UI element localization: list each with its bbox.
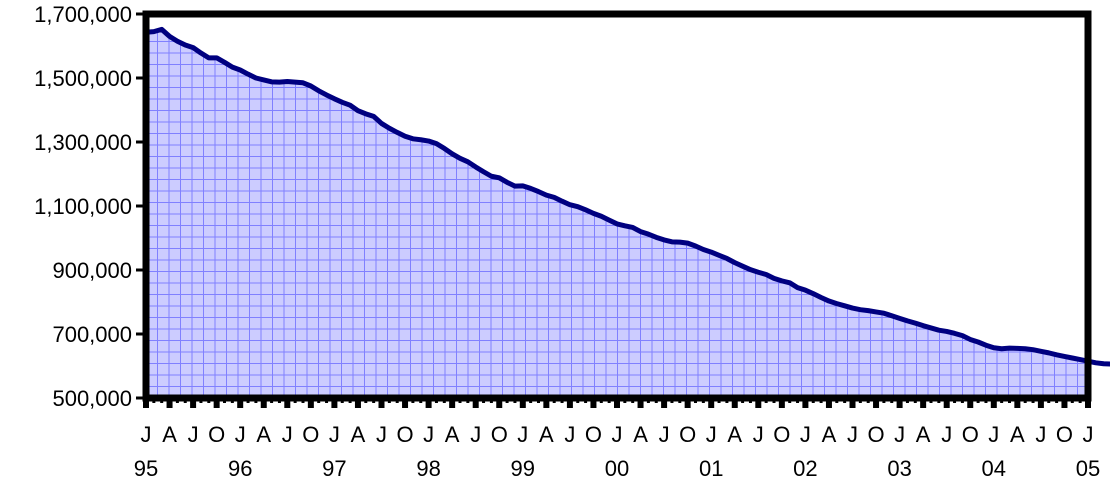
series-line [145, 26, 1110, 367]
x-year-label: 04 [982, 456, 1006, 481]
x-month-label: A [916, 422, 931, 447]
x-month-label: A [256, 422, 271, 447]
y-tick-label: 1,500,000 [34, 66, 132, 91]
x-month-label: J [1035, 422, 1046, 447]
x-month-label: O [491, 422, 508, 447]
x-month-label: A [727, 422, 742, 447]
x-month-label: J [894, 422, 905, 447]
x-year-label: 00 [605, 456, 629, 481]
x-month-label: A [351, 422, 366, 447]
y-tick-label: 1,100,000 [34, 194, 132, 219]
x-month-label: J [800, 422, 811, 447]
x-month-label: J [376, 422, 387, 447]
y-axis: 500,000 700,000 900,000 1,100,000 1,300,000 1… [34, 2, 146, 411]
x-year-label: 03 [887, 456, 911, 481]
x-year-label: 95 [134, 456, 158, 481]
x-month-label: A [1010, 422, 1025, 447]
x-month-label: A [162, 422, 177, 447]
x-month-label: A [822, 422, 837, 447]
x-year-label: 05 [1076, 456, 1100, 481]
x-year-label: 01 [699, 456, 723, 481]
x-month-label: J [988, 422, 999, 447]
x-month-label: O [867, 422, 884, 447]
x-month-label: J [1083, 422, 1094, 447]
y-tick-label: 900,000 [52, 258, 132, 283]
y-tick-label: 700,000 [52, 322, 132, 347]
x-month-label: J [235, 422, 246, 447]
x-month-label: O [1056, 422, 1073, 447]
x-month-label: O [396, 422, 413, 447]
x-year-label: 97 [322, 456, 346, 481]
x-month-label: J [517, 422, 528, 447]
x-month-label: J [470, 422, 481, 447]
x-year-label: 96 [228, 456, 252, 481]
y-tick-label: 1,300,000 [34, 130, 132, 155]
x-month-label: O [773, 422, 790, 447]
x-month-label: J [659, 422, 670, 447]
x-month-label: J [706, 422, 717, 447]
x-month-label: J [753, 422, 764, 447]
x-month-label: O [679, 422, 696, 447]
y-tick-label: 1,700,000 [34, 2, 132, 27]
x-month-label: J [564, 422, 575, 447]
x-month-label: A [539, 422, 554, 447]
x-month-label: J [941, 422, 952, 447]
x-year-label: 02 [793, 456, 817, 481]
x-month-label: O [585, 422, 602, 447]
x-month-label: A [445, 422, 460, 447]
x-month-label: O [302, 422, 319, 447]
series-line-layer [145, 26, 1110, 367]
x-month-label: J [329, 422, 340, 447]
x-month-label: J [188, 422, 199, 447]
x-month-label: J [282, 422, 293, 447]
x-month-label: J [423, 422, 434, 447]
x-year-label: 98 [416, 456, 440, 481]
x-month-label: A [633, 422, 648, 447]
x-month-label: J [847, 422, 858, 447]
x-month-label: J [612, 422, 623, 447]
y-tick-label: 500,000 [52, 386, 132, 411]
x-month-label: O [962, 422, 979, 447]
x-month-label: J [141, 422, 152, 447]
x-year-label: 99 [511, 456, 535, 481]
x-month-label: O [208, 422, 225, 447]
